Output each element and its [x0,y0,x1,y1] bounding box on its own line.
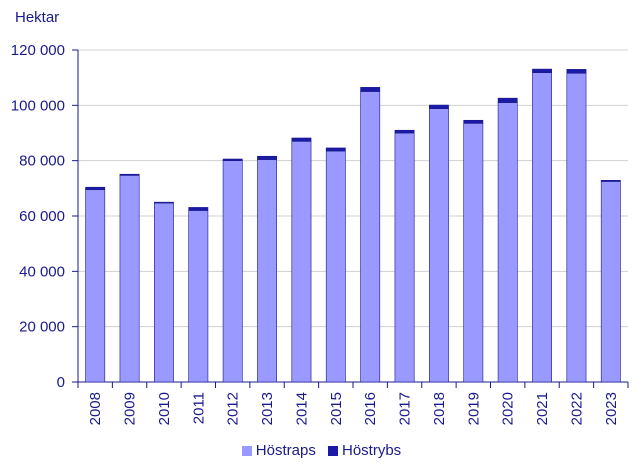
x-tick-label: 2016 [362,392,379,425]
bar-hostrybs-2009 [119,173,140,176]
bar-hostrybs-2015 [325,147,346,152]
y-axis-unit-label: Hektar [15,9,60,26]
chart-legend: Höstraps Höstrybs [0,442,643,460]
bar-hostrybs-2021 [532,68,552,73]
x-tick-label: 2017 [397,392,414,425]
y-tick-label: 60 000 [19,208,65,225]
x-tick-label: 2009 [122,392,139,425]
bar-hostrybs-2022 [566,69,587,74]
bar-hostraps-2020 [497,102,518,383]
y-tick-label: 0 [57,374,65,391]
bar-hostraps-2010 [154,202,174,383]
x-tick-label: 2014 [293,392,310,425]
bar-hostraps-2008 [85,189,106,383]
x-tick-label: 2008 [87,392,104,425]
y-tick-label: 40 000 [19,263,65,280]
legend-swatch-hostrybs [328,445,338,456]
bar-hostraps-2014 [291,141,312,383]
bar-hostrybs-2010 [154,201,174,204]
bar-hostrybs-2020 [497,97,518,103]
bar-hostrybs-2012 [222,158,243,161]
bar-hostraps-2015 [325,150,346,383]
x-tick-label: 2013 [259,392,276,425]
y-tick-label: 20 000 [19,319,65,336]
bar-hostraps-2023 [600,181,621,383]
x-tick-label: 2022 [568,392,585,425]
bar-hostraps-2022 [566,72,587,383]
legend-label-hostrybs: Höstrybs [342,442,402,459]
bar-hostraps-2016 [360,91,381,383]
bar-hostrybs-2017 [394,129,415,134]
x-tick-label: 2011 [190,392,207,424]
bar-hostrybs-2018 [429,104,449,109]
x-tick-label: 2019 [465,392,482,425]
bar-hostrybs-2016 [360,87,381,92]
x-tick-label: 2015 [328,392,345,425]
x-tick-label: 2018 [431,392,448,425]
bar-hostrybs-2013 [257,155,277,160]
bar-hostraps-2009 [119,175,140,383]
x-tick-label: 2021 [534,392,551,425]
x-tick-label: 2023 [603,392,620,425]
x-tick-label: 2012 [225,392,242,425]
legend-swatch-hostraps [241,445,252,456]
bar-hostraps-2019 [463,123,484,383]
bar-hostrybs-2023 [600,180,621,182]
legend-label-hostraps: Höstraps [255,442,316,459]
bar-hostrybs-2019 [463,119,484,124]
x-tick-label: 2010 [156,392,173,425]
bar-hostrybs-2011 [188,207,209,211]
bar-hostrybs-2014 [291,137,312,142]
x-tick-label: 2020 [500,392,517,425]
bar-hostraps-2018 [429,108,449,383]
bar-hostraps-2013 [257,159,277,383]
y-tick-label: 120 000 [11,42,65,59]
y-tick-label: 100 000 [11,97,65,114]
legend-item-hostrybs: Höstrybs [328,442,401,459]
bar-hostraps-2011 [188,210,209,383]
bar-hostraps-2012 [222,160,243,383]
legend-item-hostraps: Höstraps [241,442,316,459]
bar-hostraps-2021 [532,72,552,383]
bar-hostrybs-2008 [85,186,106,191]
bar-hostraps-2017 [394,132,415,383]
y-tick-label: 80 000 [19,153,65,170]
